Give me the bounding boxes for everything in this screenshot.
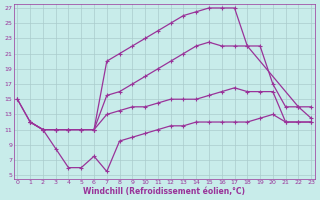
- X-axis label: Windchill (Refroidissement éolien,°C): Windchill (Refroidissement éolien,°C): [83, 187, 245, 196]
